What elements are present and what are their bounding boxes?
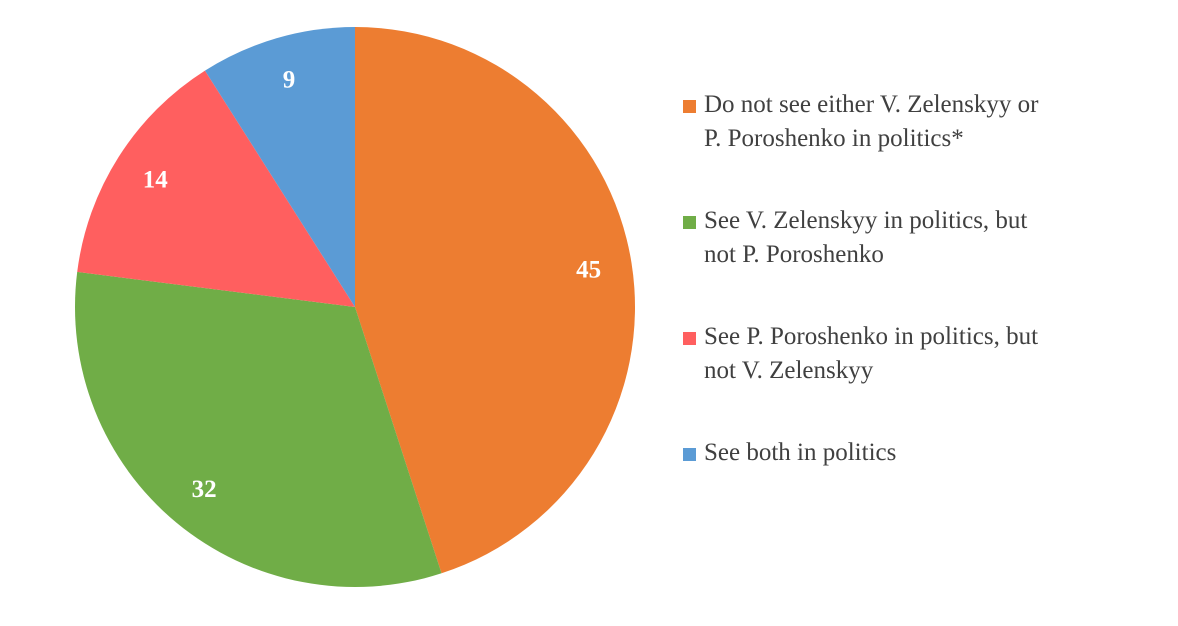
chart-legend: Do not see either V. Zelenskyy or P. Por… [683, 88, 1153, 518]
pie-slice-zelenskyy-only [74, 271, 442, 587]
pie-slice-neither [355, 27, 635, 574]
legend-item-neither: Do not see either V. Zelenskyy or P. Por… [683, 88, 1153, 156]
pie-slices [74, 27, 635, 587]
legend-item-both: See both in politics [683, 436, 1153, 470]
legend-swatch-neither [683, 100, 696, 113]
pie-data-labels: 45 32 14 9 [143, 66, 601, 503]
legend-label-neither-line2: P. Poroshenko in politics* [704, 125, 964, 152]
data-label-poroshenko-only: 14 [143, 167, 169, 194]
legend-label-both-line1: See both in politics [704, 439, 897, 466]
legend-swatch-zelenskyy-only [683, 216, 696, 229]
legend-label-zelenskyy-only-line1: See V. Zelenskyy in politics, but [704, 207, 1028, 234]
pie-slice-both [204, 27, 355, 307]
data-label-neither: 45 [576, 256, 601, 283]
legend-label-poroshenko-only-line2: not V. Zelenskyy [704, 357, 874, 384]
legend-label-neither-line1: Do not see either V. Zelenskyy or [704, 91, 1039, 118]
legend-swatch-both [683, 448, 696, 461]
legend-item-zelenskyy-only: See V. Zelenskyy in politics, but not P.… [683, 204, 1153, 272]
legend-item-poroshenko-only: See P. Poroshenko in politics, but not V… [683, 320, 1153, 388]
data-label-both: 9 [283, 66, 296, 93]
legend-label-zelenskyy-only-line2: not P. Poroshenko [704, 241, 884, 268]
legend-swatch-poroshenko-only [683, 332, 696, 345]
data-label-zelenskyy-only: 32 [192, 476, 217, 503]
legend-label-poroshenko-only-line1: See P. Poroshenko in politics, but [704, 323, 1039, 350]
pie-slice-poroshenko-only [77, 70, 355, 307]
